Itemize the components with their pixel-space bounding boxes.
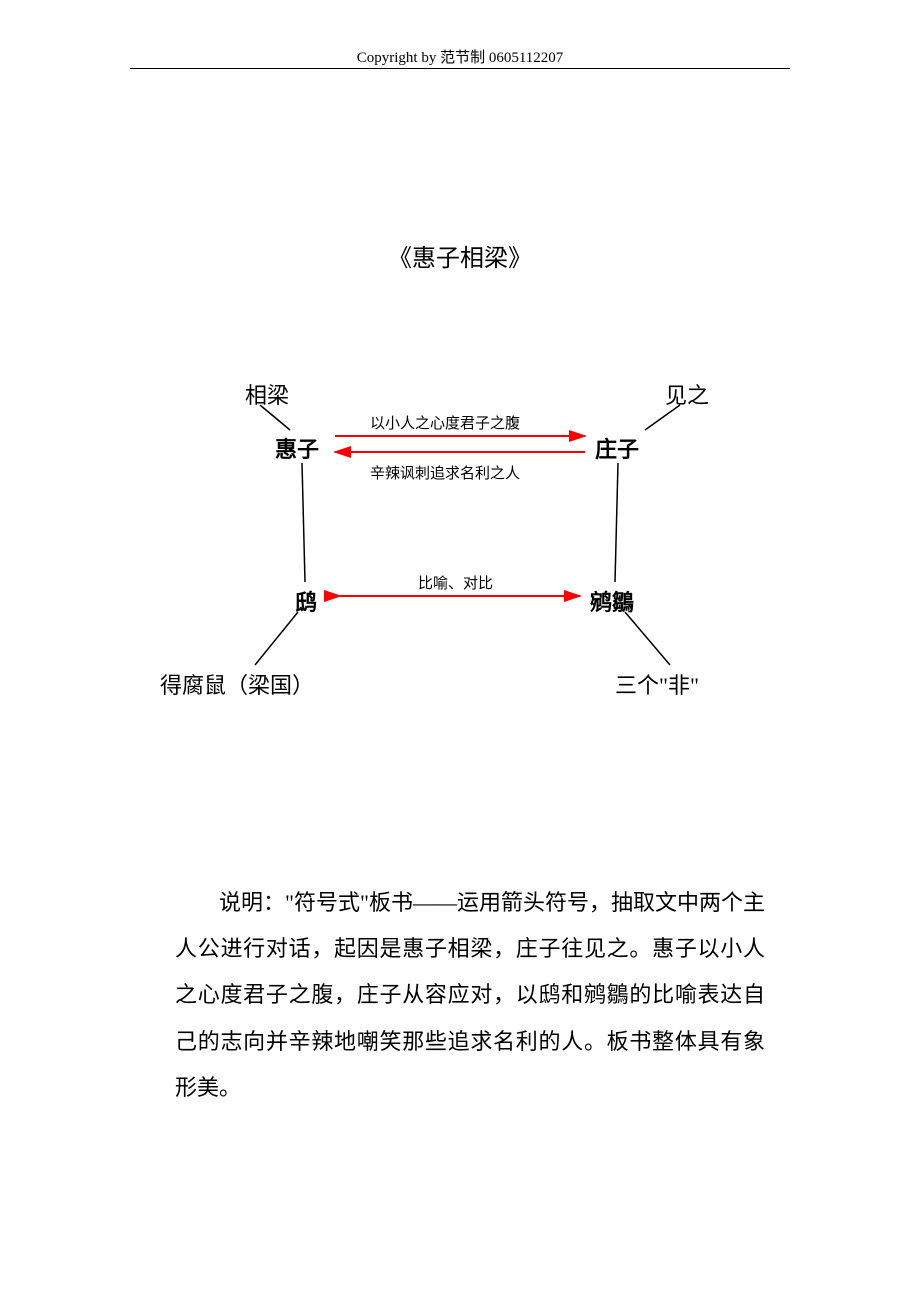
- node-zhuangzi: 庄子: [595, 432, 639, 464]
- node-sanfei: 三个"非": [615, 668, 699, 700]
- explanation-paragraph: 说明："符号式"板书——运用箭头符号，抽取文中两个主人公进行对话，起因是惠子相梁…: [175, 880, 765, 1111]
- header-underline: [130, 68, 790, 69]
- line-zhuangzi-yuanchu: [615, 463, 618, 582]
- line-huizi-chi: [302, 463, 305, 582]
- copyright-text: Copyright by 范节制 0605112207: [357, 50, 564, 66]
- document-title: 《惠子相梁》: [0, 238, 920, 273]
- line-yuanchu-fei: [625, 612, 670, 665]
- label-fengci: 辛辣讽刺追求名利之人: [370, 462, 520, 483]
- node-jianzhi: 见之: [665, 378, 709, 410]
- node-fushu: 得腐鼠（梁国）: [160, 668, 314, 700]
- node-huizi: 惠子: [275, 432, 319, 464]
- label-xiaoren: 以小人之心度君子之腹: [370, 412, 520, 433]
- node-xiangliang: 相梁: [245, 378, 289, 410]
- concept-diagram: 相梁 见之 惠子 庄子 鸱 鹓鶵 得腐鼠（梁国） 三个"非" 以小人之心度君子之…: [150, 350, 770, 720]
- node-yuanchu: 鹓鶵: [590, 585, 634, 617]
- label-biyu: 比喻、对比: [418, 572, 493, 593]
- node-chi: 鸱: [295, 585, 317, 617]
- page-header: Copyright by 范节制 0605112207: [0, 46, 920, 67]
- line-chi-fushu: [255, 612, 298, 665]
